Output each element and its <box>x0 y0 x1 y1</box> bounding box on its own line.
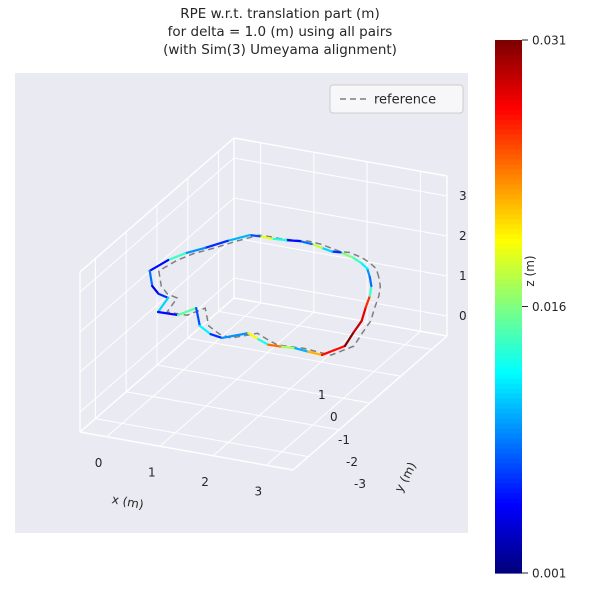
z-axis-label: z (m) <box>523 255 537 286</box>
x-tick-label: 0 <box>95 456 103 470</box>
z-tick-label: 1 <box>459 269 467 283</box>
axes-pane <box>15 73 468 533</box>
trajectory-segment <box>203 239 229 250</box>
trajectory-segment <box>220 332 250 340</box>
rpe-colored-trajectory <box>148 233 373 357</box>
trajectory-segment <box>352 319 363 334</box>
trajectory-segment <box>368 275 373 288</box>
trajectory-segment <box>148 258 170 272</box>
colorbar: 0.031 0.016 0.001 <box>495 34 566 581</box>
x-axis-label: x (m) <box>111 492 145 512</box>
title-line-1: RPE w.r.t. translation part (m) <box>180 6 379 22</box>
trajectory-segment <box>330 250 342 254</box>
trajectory-segment <box>248 233 261 238</box>
trajectory-segment <box>280 345 297 350</box>
x-tick-label: 1 <box>148 465 156 479</box>
trajectory-segment <box>167 252 187 262</box>
trajectory-segment <box>156 296 170 314</box>
trajectory-segment <box>298 240 313 246</box>
trajectory-segment <box>258 235 274 240</box>
y-tick-label: -3 <box>354 477 366 491</box>
trajectory-segment <box>157 292 170 299</box>
x-tick-label: 2 <box>201 475 209 489</box>
y-tick-label: 0 <box>330 410 338 424</box>
trajectory-segment <box>209 333 224 340</box>
trajectory-segment <box>307 350 324 357</box>
legend-reference-label: reference <box>374 93 436 108</box>
trajectory-segment <box>267 343 283 348</box>
trajectory-segment <box>343 331 355 348</box>
x-tick-label: 3 <box>255 484 263 498</box>
trajectory-segment <box>366 267 371 279</box>
trajectory-segment <box>285 238 302 243</box>
y-tick-label: -1 <box>338 433 350 447</box>
z-tick-label: 3 <box>459 189 467 203</box>
z-tick-label: 2 <box>459 229 467 243</box>
y-tick-label: -2 <box>346 455 358 469</box>
title-line-3: (with Sim(3) Umeyama alignment) <box>163 42 397 58</box>
trajectory-segment <box>368 284 373 297</box>
y-tick-label: 1 <box>318 388 326 402</box>
axes-box-edges <box>79 137 448 471</box>
trajectory-segment <box>364 294 371 309</box>
z-tick-label: 0 <box>459 309 467 323</box>
colorbar-tick-label: 0.001 <box>532 567 566 581</box>
trajectory-segment <box>360 305 367 322</box>
reference-trajectory <box>157 234 382 356</box>
trajectory-segment <box>320 246 333 253</box>
trajectory-segment <box>257 338 270 346</box>
trajectory-segment <box>270 237 288 242</box>
trajectory-segment <box>359 261 369 270</box>
trajectory-segment <box>351 256 362 264</box>
trajectory-segment <box>183 246 207 255</box>
trajectory-segment <box>195 306 201 328</box>
trajectory-segment <box>339 251 354 259</box>
trajectory-segment <box>148 269 154 288</box>
trajectory-segment <box>226 233 252 242</box>
trajectory-segment <box>320 344 346 357</box>
title-line-2: for delta = 1.0 (m) using all pairs <box>168 24 393 40</box>
trajectory-segment <box>151 284 160 295</box>
trajectory-segment <box>156 310 180 317</box>
trajectory-segment <box>310 242 323 249</box>
trajectory-segment <box>198 324 212 336</box>
legend: reference <box>329 84 464 114</box>
trajectory-segment <box>247 332 260 341</box>
colorbar-tick-label: 0.016 <box>532 300 566 314</box>
colorbar-tick-label: 0.031 <box>532 34 566 48</box>
trajectory-segment <box>294 347 310 353</box>
trajectory-segment <box>176 306 198 317</box>
legend-box <box>329 84 464 114</box>
